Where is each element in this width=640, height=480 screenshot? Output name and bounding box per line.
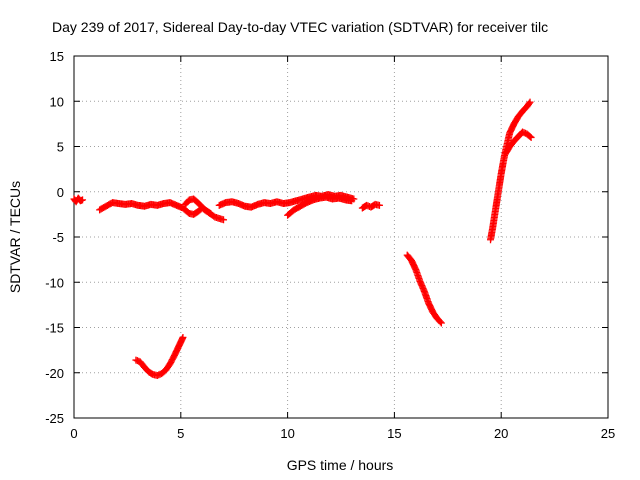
data-point-marker [206,209,214,217]
data-point-marker [526,98,534,106]
x-tick-label: 0 [70,426,77,441]
data-point-marker [179,333,187,341]
data-point-marker [207,209,215,217]
x-tick-label: 5 [177,426,184,441]
y-tick-label: 0 [57,185,64,200]
x-tick-label: 15 [387,426,401,441]
x-tick-label: 20 [494,426,508,441]
data-series [358,200,383,212]
y-tick-label: 10 [50,94,64,109]
grid [74,56,608,418]
y-tick-label: -15 [45,321,64,336]
data-point-marker [526,133,534,141]
y-tick-label: -10 [45,275,64,290]
data-point-marker [375,201,383,209]
x-tick-label: 10 [280,426,294,441]
y-tick-label: -25 [45,411,64,426]
data-series [284,193,356,219]
data-point-marker [79,196,87,204]
data-points [70,98,535,379]
data-series [96,199,228,224]
axis-ticks: 0 5 10 15 20 25 -25 -20 -15 -10 -5 0 5 10 15 [45,49,615,441]
x-axis-label: GPS time / hours [287,457,394,473]
y-tick-label: -20 [45,366,64,381]
y-axis-label: SDTVAR / TECUs [7,181,23,293]
data-series [70,194,87,206]
data-point-marker [525,99,533,107]
data-point-marker [437,319,445,327]
chart-title: Day 239 of 2017, Sidereal Day-to-day VTE… [52,19,548,35]
y-tick-label: 5 [57,140,64,155]
data-series [487,98,534,244]
data-series [181,195,215,217]
y-tick-label: 15 [50,49,64,64]
data-point-marker [220,216,228,224]
x-tick-label: 25 [601,426,615,441]
data-point-marker [348,197,356,205]
y-tick-label: -5 [52,230,64,245]
data-series [403,251,445,327]
data-point-marker [436,318,444,326]
data-series [501,128,535,158]
data-point-marker [527,133,535,141]
data-series [132,333,187,379]
